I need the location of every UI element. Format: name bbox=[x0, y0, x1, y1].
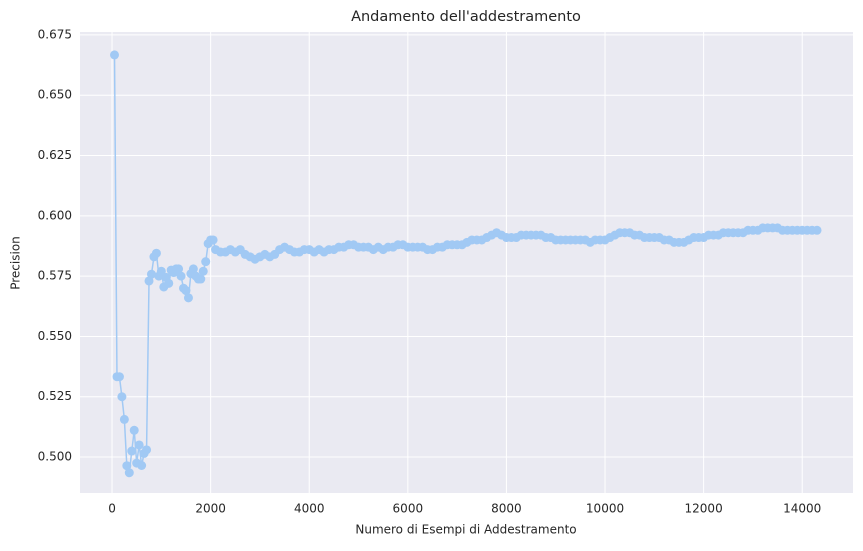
y-tick-label: 0.675 bbox=[38, 27, 72, 41]
point bbox=[124, 468, 134, 478]
point bbox=[129, 425, 139, 435]
point bbox=[174, 264, 184, 274]
point bbox=[134, 440, 144, 450]
x-tick-label: 14000 bbox=[783, 502, 821, 516]
point bbox=[196, 274, 206, 284]
x-tick-label: 8000 bbox=[491, 502, 522, 516]
y-tick-label: 0.600 bbox=[38, 208, 72, 222]
point bbox=[114, 372, 124, 382]
point bbox=[198, 266, 208, 276]
plot-area bbox=[80, 32, 853, 493]
y-tick-label: 0.525 bbox=[38, 389, 72, 403]
point bbox=[812, 225, 822, 235]
point bbox=[183, 293, 193, 303]
x-tick-label: 4000 bbox=[294, 502, 325, 516]
point bbox=[122, 461, 132, 471]
x-axis-label: Numero di Esempi di Addestramento bbox=[355, 523, 576, 537]
x-tick-label: 0 bbox=[108, 502, 116, 516]
y-tick-label: 0.500 bbox=[38, 450, 72, 464]
point bbox=[151, 248, 161, 258]
point bbox=[137, 460, 147, 470]
point bbox=[188, 264, 198, 274]
chart-title: Andamento dell'addestramento bbox=[351, 9, 581, 25]
point bbox=[117, 392, 127, 402]
y-axis-label: Precision bbox=[9, 236, 23, 290]
point bbox=[142, 445, 152, 455]
point bbox=[127, 446, 137, 456]
point bbox=[181, 286, 191, 296]
point bbox=[201, 257, 211, 267]
point bbox=[119, 414, 129, 424]
point bbox=[208, 235, 218, 245]
y-tick-label: 0.575 bbox=[38, 269, 72, 283]
y-tick-label: 0.650 bbox=[38, 88, 72, 102]
point bbox=[144, 276, 154, 286]
x-tick-label: 12000 bbox=[685, 502, 723, 516]
y-tick-label: 0.625 bbox=[38, 148, 72, 162]
point bbox=[156, 266, 166, 276]
point bbox=[146, 269, 156, 279]
point bbox=[164, 278, 174, 288]
y-tick-label: 0.550 bbox=[38, 329, 72, 343]
x-tick-label: 10000 bbox=[586, 502, 624, 516]
point bbox=[110, 50, 120, 60]
x-tick-label: 2000 bbox=[195, 502, 226, 516]
x-tick-label: 6000 bbox=[393, 502, 424, 516]
point bbox=[176, 271, 186, 281]
